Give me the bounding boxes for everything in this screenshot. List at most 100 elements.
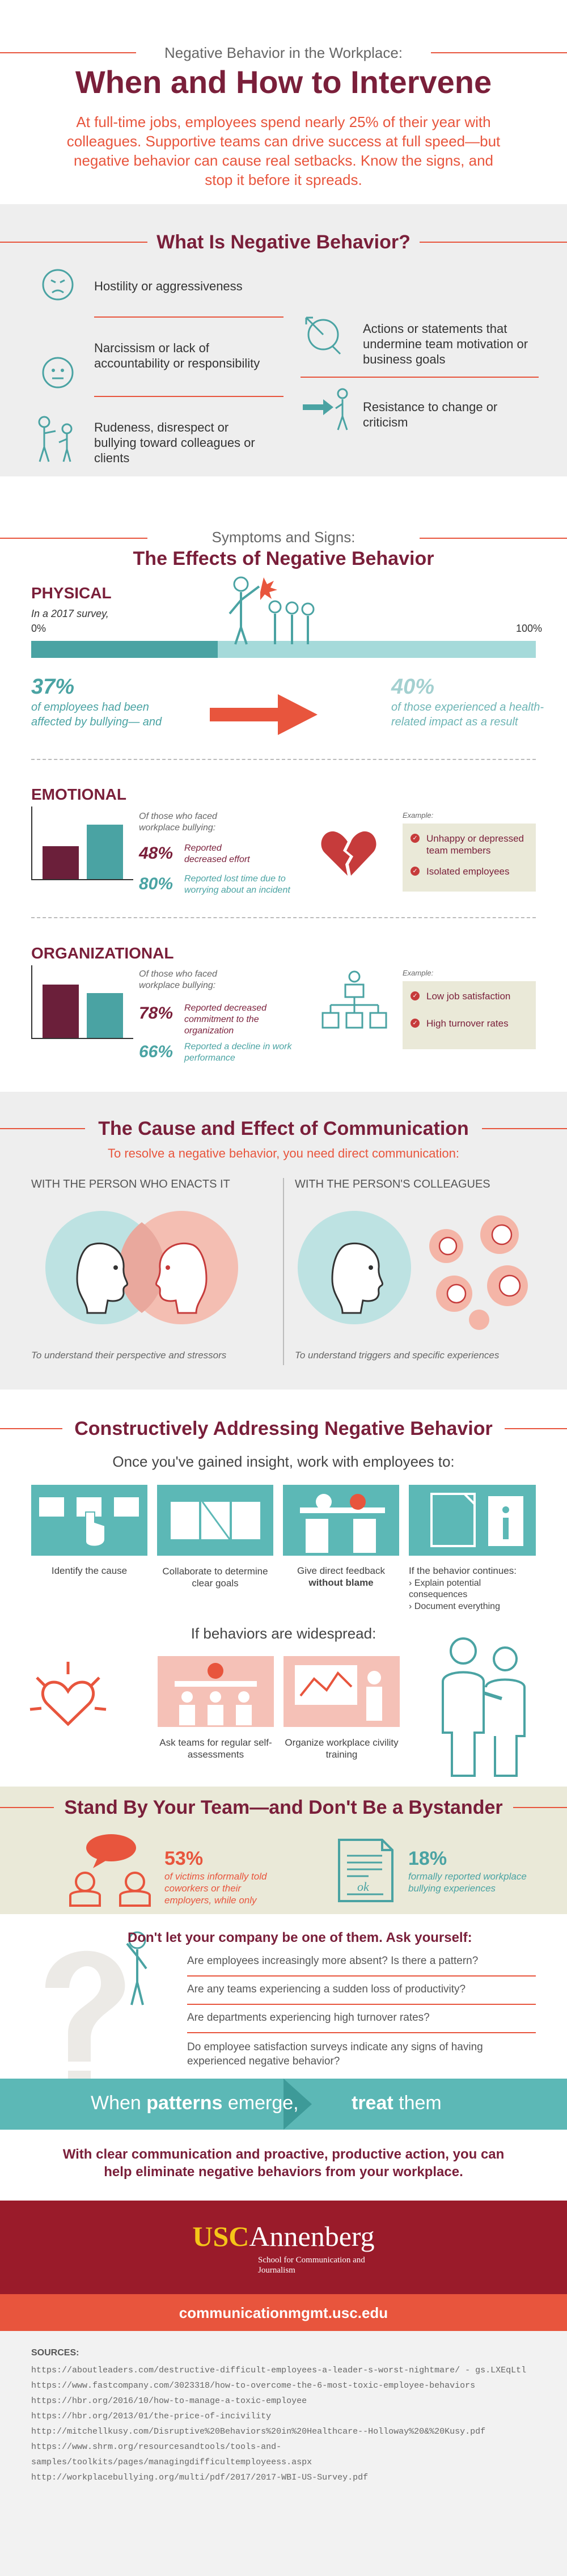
group-people-icon bbox=[175, 1663, 257, 1725]
chat-people-icon bbox=[62, 1833, 159, 1907]
organizational-stat1: 78% bbox=[139, 1004, 174, 1023]
bystander-rule-right bbox=[513, 1807, 567, 1808]
organizational-bar-chart bbox=[31, 965, 133, 1039]
question-item-1: Are employees increasingly more absent? … bbox=[187, 1955, 479, 1967]
what-item-divider bbox=[94, 316, 284, 318]
banner-left-bold: patterns bbox=[146, 2092, 223, 2114]
physical-survey: In a 2017 survey, bbox=[31, 608, 109, 619]
emotional-example-1: Unhappy or depressed team members bbox=[426, 833, 524, 856]
step-identify-cause: Identify the cause bbox=[51, 1565, 128, 1576]
emotional-stat1: 48% bbox=[139, 844, 174, 863]
check-icon: ✓ bbox=[411, 991, 420, 1002]
emotional-label: EMOTIONAL bbox=[31, 786, 126, 803]
emotional-bar-chart bbox=[31, 806, 133, 880]
banner-right-post: them bbox=[393, 2092, 442, 2114]
source-link[interactable]: https://hbr.org/2016/10/how-to-manage-a-… bbox=[31, 2396, 307, 2406]
source-link[interactable]: https://hbr.org/2013/01/the-price-of-inc… bbox=[31, 2412, 272, 2421]
header-kicker: Negative Behavior in the Workplace: bbox=[164, 44, 403, 61]
identify-cause-tile bbox=[31, 1485, 147, 1556]
emotional-divider bbox=[31, 917, 536, 918]
step-collaborate: Collaborate to determine clear goals bbox=[162, 1566, 268, 1589]
header-rule-left bbox=[0, 52, 136, 53]
communication-subtitle: To resolve a negative behavior, you need… bbox=[107, 1146, 460, 1160]
question-item-2: Are any teams experiencing a sudden loss… bbox=[187, 1983, 466, 1995]
physical-progress-bar bbox=[31, 641, 536, 658]
bystander-stat1-text: of victims informally told coworkers or … bbox=[164, 1871, 267, 1906]
source-link[interactable]: https://aboutleaders.com/destructive-dif… bbox=[31, 2366, 527, 2375]
supportive-people-icon bbox=[422, 1631, 541, 1778]
signed-form-icon: ok bbox=[335, 1836, 397, 1904]
continues-lead: If the behavior continues: bbox=[409, 1565, 517, 1576]
source-link[interactable]: https://www.shrm.org/resourcesandtools/t… bbox=[31, 2442, 312, 2467]
what-title: What Is Negative Behavior? bbox=[156, 231, 411, 253]
addressing-section: Constructively Addressing Negative Behav… bbox=[0, 1390, 567, 1787]
collaborate-tile bbox=[157, 1485, 273, 1556]
organizational-bar-performance bbox=[87, 993, 123, 1038]
widespread-item-1: Ask teams for regular self-assessments bbox=[159, 1737, 272, 1760]
emotional-stat1-text: Reported decreased effort bbox=[184, 843, 250, 864]
organizational-example-box: ✓ Low job satisfaction ✓ High turnover r… bbox=[403, 981, 536, 1049]
self-assessment-tile bbox=[158, 1656, 274, 1727]
step-feedback: Give direct feedback bbox=[297, 1565, 385, 1576]
header-rule-right bbox=[431, 52, 567, 53]
what-item-rudeness: Rudeness, disrespect or bullying toward … bbox=[94, 420, 255, 465]
communication-right-caption: To understand triggers and specific expe… bbox=[295, 1350, 500, 1361]
source-link[interactable]: https://www.fastcompany.com/3023318/how-… bbox=[31, 2381, 476, 2391]
usc-annenberg-logo: USCAnnenberg bbox=[0, 2220, 567, 2253]
symptoms-title: The Effects of Negative Behavior bbox=[133, 548, 434, 569]
header-intro: At full-time jobs, employees spend nearl… bbox=[66, 113, 501, 188]
question-divider bbox=[187, 2032, 536, 2033]
comm-rule-right bbox=[482, 1128, 567, 1129]
physical-stat2: 40% bbox=[391, 675, 435, 699]
organizational-stat1-text: Reported decreased commitment to the org… bbox=[184, 1003, 266, 1036]
physical-stat2-text: of those experienced a health-related im… bbox=[391, 701, 544, 728]
continues-item-2-label: Document everything bbox=[414, 1602, 500, 1611]
source-link[interactable]: http://mitchellkusy.com/Disruptive%20Beh… bbox=[31, 2427, 486, 2436]
questions-title: Don't let your company be one of them. A… bbox=[128, 1930, 472, 1945]
feedback-tile bbox=[283, 1485, 399, 1556]
people-group-icon bbox=[207, 573, 320, 647]
bystander-stat1: 53% bbox=[164, 1848, 204, 1869]
banner-chevron bbox=[284, 2079, 312, 2130]
physical-axis-min: 0% bbox=[31, 623, 46, 634]
source-link[interactable]: http://workplacebullying.org/multi/pdf/2… bbox=[31, 2473, 369, 2482]
what-item-divider bbox=[94, 396, 284, 397]
symptoms-section: Symptoms and Signs: The Effects of Negat… bbox=[0, 476, 567, 1092]
organizational-stat2: 66% bbox=[139, 1042, 174, 1061]
continues-item-1: › Explain potential consequences bbox=[409, 1578, 481, 1599]
form-signature: ok bbox=[357, 1880, 370, 1894]
what-item-undermine: Actions or statements that undermine tea… bbox=[363, 322, 528, 366]
website-link[interactable]: communicationmgmt.usc.edu bbox=[179, 2304, 388, 2321]
angry-face-icon bbox=[40, 267, 76, 303]
banner-right-bold: treat bbox=[352, 2092, 393, 2114]
pushback-icon bbox=[301, 385, 355, 432]
emotional-stat2-text: Reported lost time due to worrying about… bbox=[184, 874, 290, 895]
check-icon: ✓ bbox=[411, 834, 420, 844]
addressing-subtitle: Once you've gained insight, work with em… bbox=[112, 1453, 455, 1470]
question-divider bbox=[187, 2004, 536, 2005]
symptoms-rule-left bbox=[0, 538, 147, 539]
physical-stat1: 37% bbox=[31, 675, 75, 699]
emotional-bar-worry bbox=[87, 825, 123, 879]
what-section: What Is Negative Behavior? Hostility or … bbox=[0, 204, 567, 476]
question-divider bbox=[187, 1975, 536, 1977]
right-arrow-icon bbox=[210, 692, 323, 737]
widespread-item-2: Organize workplace civility training bbox=[285, 1737, 399, 1760]
physical-label: PHYSICAL bbox=[31, 584, 112, 602]
communication-section: The Cause and Effect of Communication To… bbox=[0, 1092, 567, 1390]
footer-brand: USCAnnenberg School for Communication an… bbox=[0, 2201, 567, 2294]
emotional-lead: Of those who faced workplace bullying: bbox=[139, 812, 217, 833]
addressing-rule-left bbox=[0, 1428, 62, 1429]
bystander-section: Stand By Your Team—and Don't Be a Bystan… bbox=[0, 1787, 567, 1914]
check-icon: ✓ bbox=[411, 1019, 420, 1029]
check-icon: ✓ bbox=[411, 867, 420, 877]
logo-annenberg: Annenberg bbox=[249, 2220, 375, 2252]
banner-left-pre: When bbox=[91, 2092, 147, 2114]
sources-label: SOURCES: bbox=[31, 2348, 79, 2358]
closing-statement: With clear communication and proactive, … bbox=[62, 2147, 505, 2180]
header-section: Negative Behavior in the Workplace: When… bbox=[0, 0, 567, 188]
organizational-example-1: Low job satisfaction bbox=[426, 991, 511, 1002]
emotional-example-box: ✓ Unhappy or depressed team members ✓ Is… bbox=[403, 824, 536, 892]
what-rule-right bbox=[420, 242, 567, 243]
page-title: When and How to Intervene bbox=[75, 64, 492, 100]
